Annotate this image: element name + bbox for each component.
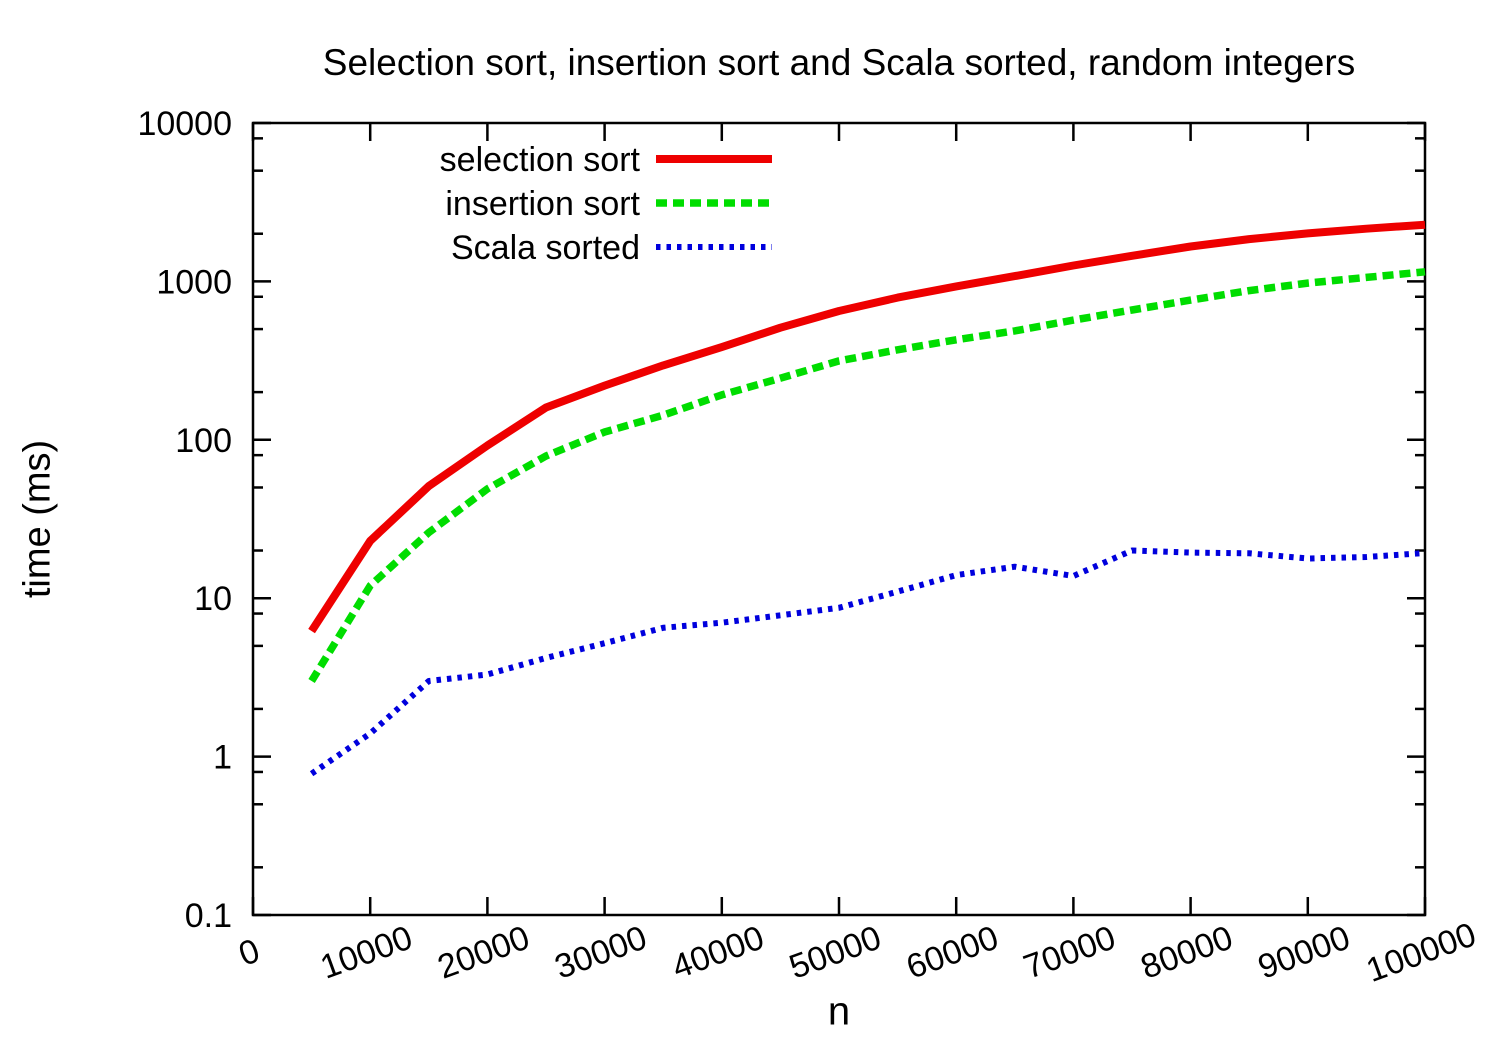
y-tick-label: 10000 bbox=[137, 105, 232, 143]
series-line-insertion-sort bbox=[308, 268, 1426, 683]
series-line-scala-sorted bbox=[309, 547, 1426, 777]
x-tick-label: 30000 bbox=[550, 919, 652, 987]
y-tick-label: 10 bbox=[194, 580, 232, 618]
x-tick-label: 100000 bbox=[1361, 915, 1481, 990]
x-tick-label: 0 bbox=[234, 932, 265, 974]
x-axis-label: n bbox=[827, 989, 851, 1034]
x-tick-label: 40000 bbox=[667, 919, 769, 987]
y-tick-label: 0.1 bbox=[185, 897, 232, 935]
y-tick-label: 1 bbox=[213, 739, 232, 777]
legend-label-selection-sort: selection sort bbox=[440, 141, 641, 179]
x-tick-label: 20000 bbox=[433, 919, 535, 987]
x-tick-label: 80000 bbox=[1136, 919, 1238, 987]
series-line-selection-sort bbox=[308, 220, 1426, 634]
y-tick-label: 1000 bbox=[156, 263, 232, 301]
x-tick-label: 60000 bbox=[902, 919, 1004, 987]
y-axis-label: time (ms) bbox=[16, 439, 59, 599]
legend-label-insertion-sort: insertion sort bbox=[445, 185, 640, 223]
x-tick-label: 90000 bbox=[1253, 919, 1355, 987]
legend-label-scala-sorted: Scala sorted bbox=[451, 229, 640, 267]
x-tick-label: 10000 bbox=[316, 919, 418, 987]
y-tick-label: 100 bbox=[175, 422, 232, 460]
chart-title: Selection sort, insertion sort and Scala… bbox=[322, 42, 1356, 83]
x-tick-label: 50000 bbox=[784, 919, 886, 987]
x-tick-label: 70000 bbox=[1019, 919, 1121, 987]
